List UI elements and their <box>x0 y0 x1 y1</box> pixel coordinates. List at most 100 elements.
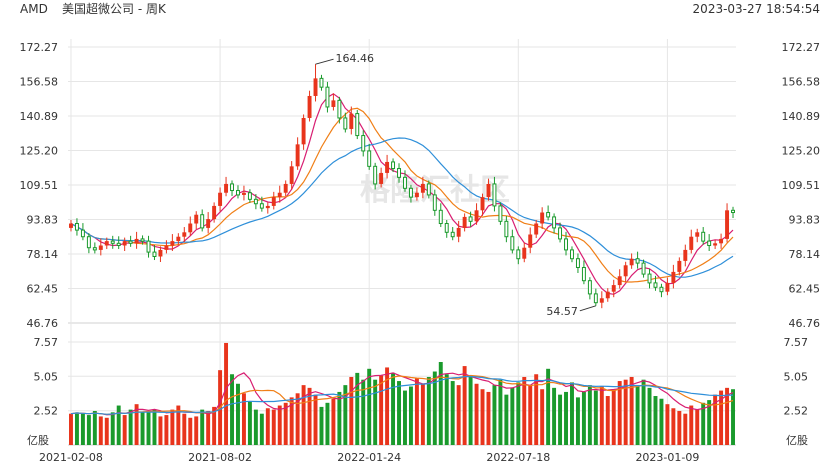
candle-body-down <box>432 194 437 211</box>
candle-body-up <box>122 241 127 246</box>
volume-bar <box>420 383 425 445</box>
volume-bar <box>116 405 121 445</box>
candle-body-down <box>403 176 407 189</box>
volume-bar <box>707 400 712 445</box>
volume-bar <box>725 387 730 445</box>
candle-body-up <box>379 172 384 184</box>
candle-body-up <box>218 192 223 206</box>
volume-bar <box>444 374 449 445</box>
volume-bar <box>331 398 336 445</box>
candle-body-up <box>719 238 724 244</box>
volume-bar <box>432 371 437 445</box>
volume-bar <box>653 396 658 445</box>
candle-body-down <box>701 231 706 242</box>
volume-bar <box>319 406 324 445</box>
candle-body-up <box>98 245 103 250</box>
volume-bar <box>289 397 294 445</box>
price-tick-right: 46.76 <box>789 317 821 330</box>
candle-body-down <box>564 238 568 251</box>
price-tick-left: 93.83 <box>27 213 59 226</box>
volume-bar <box>438 362 443 445</box>
price-tick-right: 93.83 <box>789 213 821 226</box>
candle-body-up <box>104 241 109 246</box>
datetime-label: 2023-03-27 18:54:54 <box>693 2 820 16</box>
time-tick-label: 2023-01-09 <box>635 451 699 464</box>
candle-body-down <box>450 231 455 238</box>
volume-moving-averages <box>70 372 734 416</box>
volume-bar <box>719 390 724 445</box>
candle-body-down <box>128 240 133 244</box>
volume-bar <box>325 402 330 445</box>
volume-bar <box>695 409 700 445</box>
candle-body-down <box>325 86 330 108</box>
vol-ma10-line <box>70 374 734 415</box>
volume-bar <box>647 387 652 445</box>
candle-body-down <box>587 280 592 295</box>
volume-bar <box>558 394 563 445</box>
candle-body-up <box>301 117 306 145</box>
candle-body-down <box>337 99 342 119</box>
volume-tick-right: 7.57 <box>784 336 809 349</box>
candle-body-down <box>253 198 258 205</box>
volume-bar <box>486 391 491 445</box>
volume-bar <box>259 413 264 445</box>
volume-bar <box>629 376 634 445</box>
candle-body-down <box>391 161 396 170</box>
volume-bar <box>701 402 706 445</box>
candle-body-up <box>295 144 300 167</box>
candle-body-up <box>420 183 425 193</box>
price-tick-left: 156.58 <box>20 76 59 89</box>
candle-body-down <box>570 249 574 260</box>
volume-bar <box>110 412 115 445</box>
volume-bar <box>379 375 384 445</box>
time-tick-label: 2021-08-02 <box>188 451 252 464</box>
volume-bar <box>456 385 461 445</box>
candle-body-down <box>146 240 151 253</box>
stock-title: 美国超微公司 - 周K <box>62 1 167 16</box>
volume-bar <box>283 402 288 445</box>
volume-bar <box>665 404 670 445</box>
candle-body-down <box>110 240 115 244</box>
volume-bar <box>403 390 407 445</box>
candle-body-down <box>492 183 497 207</box>
volume-bar <box>397 381 401 445</box>
price-tick-left: 125.20 <box>20 145 59 158</box>
volume-bar <box>158 416 163 445</box>
candle-body-down <box>659 286 664 293</box>
candle-body-down <box>80 229 85 238</box>
price-tick-left: 109.51 <box>20 179 59 192</box>
volume-bar <box>313 394 318 445</box>
volume-tick-left: 7.57 <box>34 336 59 349</box>
candle-body-down <box>259 203 264 209</box>
volume-bar <box>504 394 509 445</box>
volume-bar <box>683 413 688 445</box>
candle-body-down <box>116 242 121 247</box>
candle-body-up <box>414 192 419 198</box>
candle-body-down <box>355 113 360 137</box>
candle-body-up <box>170 241 175 246</box>
volume-bar <box>731 389 735 445</box>
volume-bar <box>540 389 545 445</box>
volume-bar <box>713 394 718 445</box>
candle-body-up <box>385 161 390 173</box>
candle-body-up <box>689 236 694 250</box>
candle-body-up <box>283 183 288 193</box>
candle-body-up <box>164 245 169 250</box>
volume-bar <box>408 386 413 445</box>
candle-body-up <box>349 113 354 129</box>
vol-ma5-line <box>70 372 734 416</box>
volume-bar <box>164 415 169 445</box>
volume-bar <box>140 412 145 445</box>
volume-bar <box>80 413 85 445</box>
low-label: 54.57 <box>546 305 578 318</box>
volume-bar <box>522 376 527 445</box>
volume-bar <box>200 409 205 445</box>
candle-body-up <box>528 234 533 248</box>
volume-bar <box>212 406 217 445</box>
price-tick-right: 125.20 <box>782 145 821 158</box>
candle-body-down <box>200 214 205 229</box>
volume-bar <box>247 401 252 445</box>
volume-bar <box>69 413 73 445</box>
candle-body-up <box>212 205 217 220</box>
volume-bar <box>224 342 229 445</box>
